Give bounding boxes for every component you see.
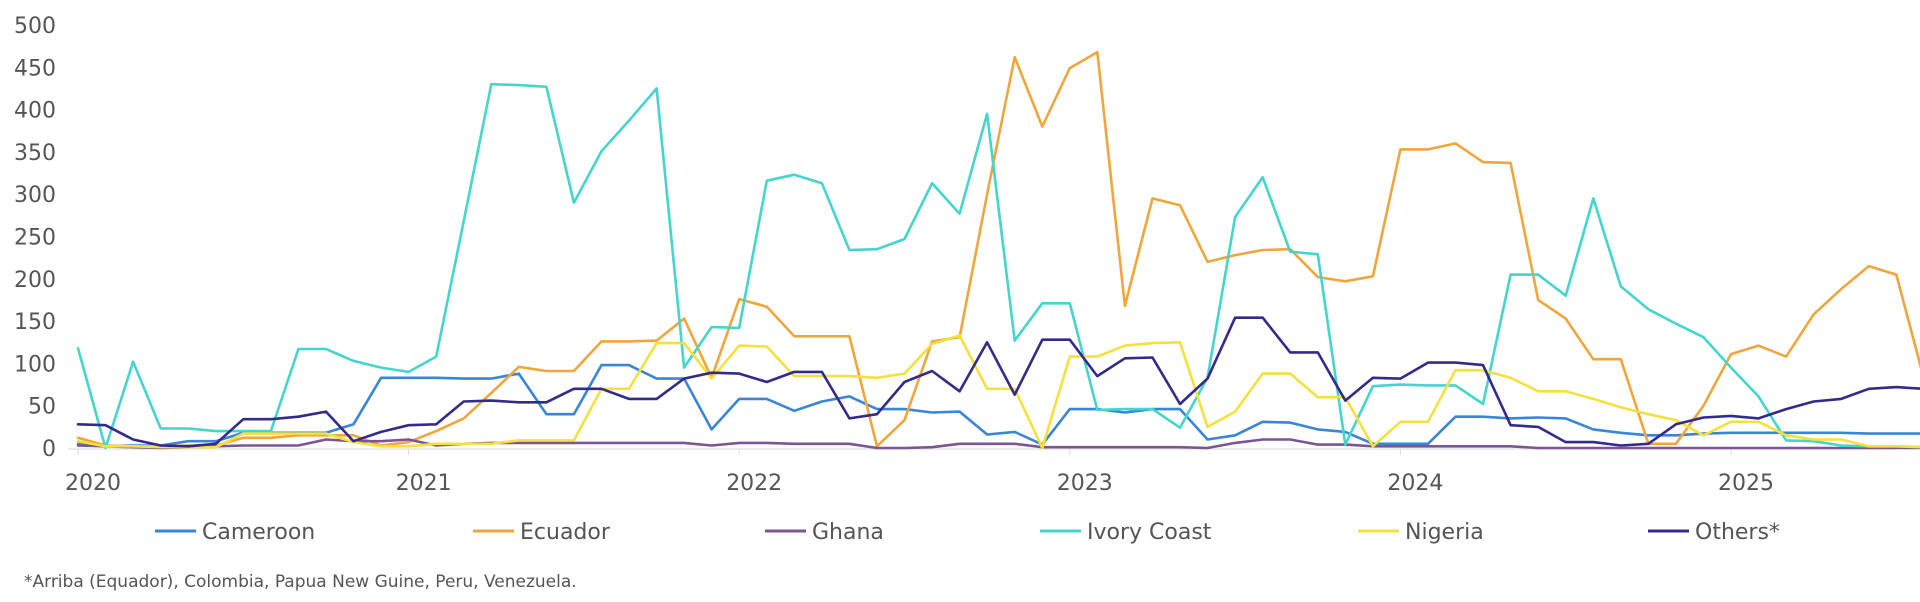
legend-label: Ghana [812,520,884,545]
series-line-others [76,316,1920,448]
legend-item-ghana: Ghana [765,520,884,545]
legend: Cameroon Ecuador Ghana Ivory Coast Nigeria Ot… [155,520,1780,545]
y-tick-label: 50 [28,395,56,420]
legend-label: Cameroon [202,520,315,545]
x-tick-label: 2020 [65,471,121,496]
series-line-ecuador [76,50,1920,448]
y-tick-label: 150 [14,310,56,335]
legend-item-others: Others* [1648,520,1780,545]
legend-item-nigeria: Nigeria [1358,520,1484,545]
legend-label: Ivory Coast [1087,520,1212,545]
y-tick-label: 300 [14,183,56,208]
x-tick-label: 2023 [1057,471,1113,496]
series-line-nigeria [76,334,1920,450]
footnote: *Arriba (Equador), Colombia, Papua New G… [24,572,577,592]
legend-label: Nigeria [1405,520,1484,545]
x-tick-label: 2022 [726,471,782,496]
y-tick-label: 500 [14,14,56,39]
x-tick-label: 2021 [396,471,452,496]
x-axis: 2020 2021 2022 2023 2024 2025 [65,448,1895,496]
y-axis: 0 50 100 150 200 250 300 350 400 450 500 [14,14,56,462]
x-tick-label: 2025 [1718,471,1774,496]
y-tick-label: 0 [42,437,56,462]
y-tick-label: 450 [14,56,56,81]
series-line-ghana [76,438,1920,450]
series-layer [76,50,1920,450]
legend-item-ecuador: Ecuador [473,520,611,545]
series-line-cameroon [76,363,1920,448]
legend-label: Ecuador [520,520,611,545]
legend-label: Others* [1695,520,1780,545]
y-tick-label: 200 [14,268,56,293]
legend-item-cameroon: Cameroon [155,520,315,545]
y-tick-label: 350 [14,141,56,166]
y-tick-label: 100 [14,352,56,377]
x-tick-label: 2024 [1387,471,1443,496]
y-tick-label: 250 [14,226,56,251]
y-tick-label: 400 [14,99,56,124]
series-line-ivory-coast [76,82,1920,450]
legend-item-ivory-coast: Ivory Coast [1040,520,1212,545]
